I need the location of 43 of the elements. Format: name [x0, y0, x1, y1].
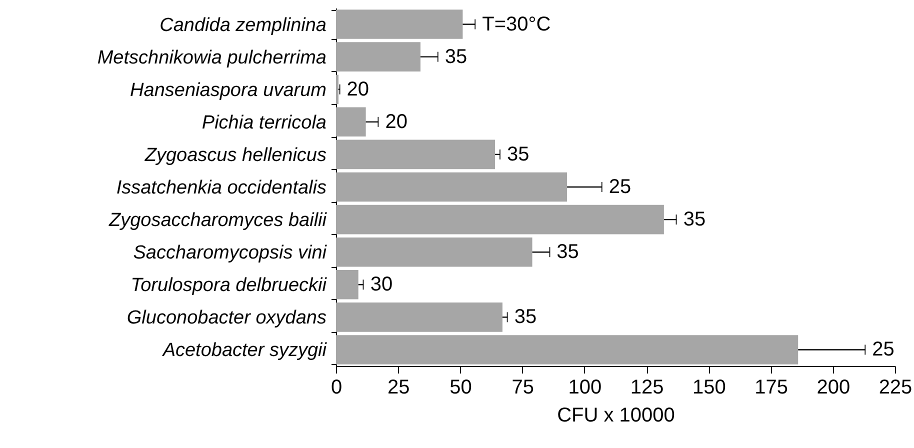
y-tick-label: Candida zemplinina [160, 14, 326, 36]
y-tick-label: Acetobacter syzygii [162, 340, 328, 362]
y-tick-label: Metschnikowia pulcherrima [97, 47, 326, 68]
annotation: 30 [370, 274, 393, 296]
bar [336, 42, 420, 72]
x-tick-label: 175 [754, 376, 788, 398]
annotation: 35 [556, 241, 579, 264]
y-tick-label: Hanseniaspora uvarum [130, 80, 326, 101]
x-tick-label: 225 [878, 376, 912, 398]
y-tick-label: Torulospora delbrueckii [130, 275, 328, 296]
x-tick-label: 200 [816, 376, 850, 398]
bar [336, 237, 532, 267]
x-tick-label: 75 [512, 376, 534, 398]
annotation: 35 [444, 46, 468, 68]
annotation: 25 [872, 338, 894, 361]
x-tick-label: 150 [692, 376, 726, 398]
y-tick-label: Pichia terricola [202, 112, 326, 134]
x-tick-label: 125 [630, 376, 664, 398]
annotation: 35 [514, 306, 537, 328]
x-tick-label: 50 [450, 376, 472, 398]
annotation: 20 [385, 110, 408, 133]
y-tick-label: Zygosaccharomyces bailii [108, 210, 328, 232]
x-tick-label: 100 [568, 376, 602, 398]
annotation: 20 [346, 78, 369, 100]
bar [336, 140, 496, 170]
bar [336, 302, 502, 332]
y-tick-label: Issatchenkia occidentalis [116, 178, 327, 198]
x-tick-label: 0 [330, 376, 342, 398]
bar [336, 107, 366, 137]
x-tick-label: 25 [387, 376, 410, 398]
y-tick-label: Zygoascus hellenicus [144, 144, 327, 166]
x-axis-title: CFU x 10000 [557, 404, 675, 426]
bar [336, 270, 358, 300]
bar [336, 10, 463, 39]
annotation: 25 [608, 176, 632, 198]
bar [336, 172, 568, 202]
annotation: 35 [683, 208, 706, 231]
annotation: 35 [506, 143, 530, 166]
y-tick-label: Saccharomycopsis vini [133, 242, 328, 264]
bar [336, 204, 664, 234]
bar [336, 335, 798, 364]
y-tick-label: Gluconobacter oxydans [126, 308, 327, 329]
annotation: T=30°C [482, 13, 551, 36]
